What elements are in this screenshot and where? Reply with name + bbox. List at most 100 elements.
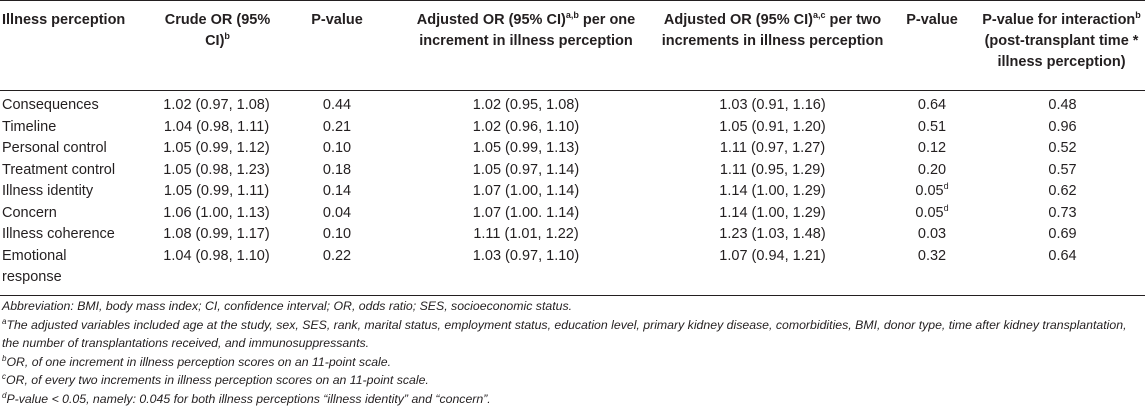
p-value-2-text: 0.32: [917, 247, 947, 264]
header-crude-or-text: Crude OR (95% CI): [164, 12, 271, 49]
table-row: Illness identity 1.05 (0.99, 1.11) 0.14 1.0…: [0, 181, 1145, 203]
footnote-d: dP-value < 0.05, namely: 0.045 for both …: [2, 390, 1142, 409]
crude-or-cell: 1.06 (1.00, 1.13): [163, 204, 270, 221]
p-interaction-cell: 0.62: [1048, 183, 1077, 199]
footnote-a: aThe adjusted variables included age at …: [2, 316, 1142, 353]
p-value-2-cell: 0.05d: [884, 203, 980, 225]
p-value-cell: 0.04: [322, 204, 352, 221]
footnote-c-text: OR, of every two increments in illness p…: [6, 373, 429, 388]
p-value-2-text: 0.51: [917, 118, 947, 135]
header-p-value-2: P-value: [884, 1, 980, 91]
p-value-2-text: 0.05: [915, 183, 944, 199]
adjusted-or-two-cell: 1.11 (0.95, 1.29): [719, 161, 826, 178]
footnote-d-text: P-value < 0.05, namely: 0.045 for both i…: [6, 391, 491, 406]
row-label: Consequences: [2, 97, 99, 113]
p-value-cell: 0.18: [322, 161, 352, 178]
p-value-2-text: 0.05: [915, 204, 944, 221]
p-value-cell: 0.14: [322, 183, 352, 199]
p-value-2-cell: 0.12: [884, 138, 980, 160]
header-adjusted-or-one: Adjusted OR (95% CI)a,b per one incremen…: [391, 1, 661, 91]
row-label: Concern: [2, 204, 57, 221]
p-value-2-cell: 0.05d: [884, 181, 980, 203]
row-label: Timeline: [2, 118, 57, 135]
crude-or-cell: 1.04 (0.98, 1.11): [163, 118, 270, 135]
row-label: Illness identity: [2, 183, 94, 199]
p-value-cell: 0.10: [322, 140, 352, 156]
table-row: Personal control 1.05 (0.99, 1.12) 0.10 1.0…: [0, 138, 1145, 160]
footnote-a-text: The adjusted variables included age at t…: [2, 317, 1127, 351]
header-p-value-interaction-text: P-value for interaction: [982, 12, 1136, 28]
crude-or-cell: 1.05 (0.98, 1.23): [163, 161, 270, 178]
adjusted-or-two-cell: 1.11 (0.97, 1.27): [719, 140, 826, 156]
p-interaction-cell: 0.69: [1048, 226, 1077, 242]
p-value-2-text: 0.64: [917, 97, 947, 113]
header-adjusted-or-two: Adjusted OR (95% CI)a,c per two incremen…: [661, 1, 884, 91]
adjusted-or-two-cell: 1.03 (0.91, 1.16): [719, 97, 826, 113]
p-interaction-cell: 0.73: [1048, 204, 1077, 221]
footnote-marker: d: [943, 202, 949, 213]
p-value-2-text: 0.03: [917, 226, 947, 242]
header-crude-or: Crude OR (95% CI)b: [150, 1, 283, 91]
footnote-abbreviation: Abbreviation: BMI, body mass index; CI, …: [2, 299, 573, 313]
header-adjusted-or-one-suffix: per one increment in illness perception: [419, 12, 636, 49]
adjusted-or-one-cell: 1.03 (0.97, 1.10): [472, 247, 580, 264]
p-value-2-cell: 0.32: [884, 246, 980, 296]
header-p-value-interaction: P-value for interactionb (post-transplan…: [980, 1, 1145, 91]
p-value-cell: 0.10: [322, 226, 352, 242]
crude-or-cell: 1.05 (0.99, 1.12): [163, 140, 270, 156]
header-illness-perception-text: Illness perception: [2, 12, 126, 28]
table-footnotes: Abbreviation: BMI, body mass index; CI, …: [2, 297, 1142, 409]
footnote-b: bOR, of one increment in illness percept…: [2, 353, 1142, 372]
header-p-value-interaction-suffix: (post-transplant time * illness percepti…: [984, 33, 1139, 70]
header-adjusted-or-two-text: Adjusted OR (95% CI): [663, 12, 813, 28]
adjusted-or-one-cell: 1.02 (0.95, 1.08): [472, 97, 580, 113]
p-value-cell: 0.44: [322, 97, 352, 113]
footnote-marker: a,b: [565, 10, 579, 21]
p-value-2-cell: 0.51: [884, 117, 980, 139]
results-table: Illness perception Crude OR (95% CI)b P-…: [0, 0, 1145, 296]
table-row: Timeline 1.04 (0.98, 1.11) 0.21 1.02 (0.96,…: [0, 117, 1145, 139]
header-adjusted-or-one-text: Adjusted OR (95% CI): [416, 12, 566, 28]
footnote-marker: b: [2, 353, 7, 363]
adjusted-or-one-cell: 1.05 (0.97, 1.14): [472, 161, 580, 178]
adjusted-or-two-cell: 1.23 (1.03, 1.48): [719, 226, 826, 242]
footnote-marker: d: [2, 390, 7, 400]
footnote-marker: c: [2, 372, 6, 382]
header-p-value-2-text: P-value: [906, 12, 958, 28]
table-body: Consequences 1.02 (0.97, 1.08) 0.44 1.02 (0…: [0, 91, 1145, 296]
header-illness-perception: Illness perception: [0, 1, 150, 91]
crude-or-cell: 1.05 (0.99, 1.11): [163, 183, 270, 199]
p-interaction-cell: 0.57: [1048, 161, 1077, 178]
p-value-cell: 0.21: [322, 118, 352, 135]
adjusted-or-two-cell: 1.14 (1.00, 1.29): [719, 183, 826, 199]
p-value-2-text: 0.12: [917, 140, 947, 156]
footnote-marker: d: [943, 181, 949, 192]
table-row: Emotional response 1.04 (0.98, 1.10) 0.22 1…: [0, 246, 1145, 296]
p-interaction-cell: 0.48: [1048, 97, 1077, 113]
row-label: Treatment control: [2, 161, 116, 178]
p-interaction-cell: 0.64: [1048, 247, 1077, 264]
table-row: Consequences 1.02 (0.97, 1.08) 0.44 1.02 (0…: [0, 91, 1145, 117]
table-row: Illness coherence 1.08 (0.99, 1.17) 0.10 1.…: [0, 224, 1145, 246]
table-row: Concern 1.06 (1.00, 1.13) 0.04 1.07 (1.00. …: [0, 203, 1145, 225]
crude-or-cell: 1.02 (0.97, 1.08): [163, 97, 270, 113]
footnote-marker: a,c: [812, 10, 826, 21]
row-label: Emotional response: [2, 247, 67, 286]
p-value-2-cell: 0.64: [884, 91, 980, 117]
adjusted-or-one-cell: 1.11 (1.01, 1.22): [473, 226, 579, 242]
adjusted-or-two-cell: 1.05 (0.91, 1.20): [719, 118, 826, 135]
table-row: Treatment control 1.05 (0.98, 1.23) 0.18 1.…: [0, 160, 1145, 182]
row-label: Illness coherence: [2, 226, 115, 242]
table-header: Illness perception Crude OR (95% CI)b P-…: [0, 1, 1145, 91]
footnote-marker: a: [2, 316, 7, 326]
adjusted-or-one-cell: 1.05 (0.99, 1.13): [472, 140, 580, 156]
crude-or-cell: 1.08 (0.99, 1.17): [163, 226, 270, 242]
footnote-c: cOR, of every two increments in illness …: [2, 371, 1142, 390]
adjusted-or-one-cell: 1.07 (1.00. 1.14): [472, 204, 580, 221]
header-p-value: P-value: [283, 1, 391, 91]
adjusted-or-two-cell: 1.14 (1.00, 1.29): [719, 204, 826, 221]
p-value-cell: 0.22: [322, 247, 352, 264]
footnote-b-text: OR, of one increment in illness percepti…: [6, 354, 392, 369]
p-interaction-cell: 0.96: [1048, 118, 1077, 135]
